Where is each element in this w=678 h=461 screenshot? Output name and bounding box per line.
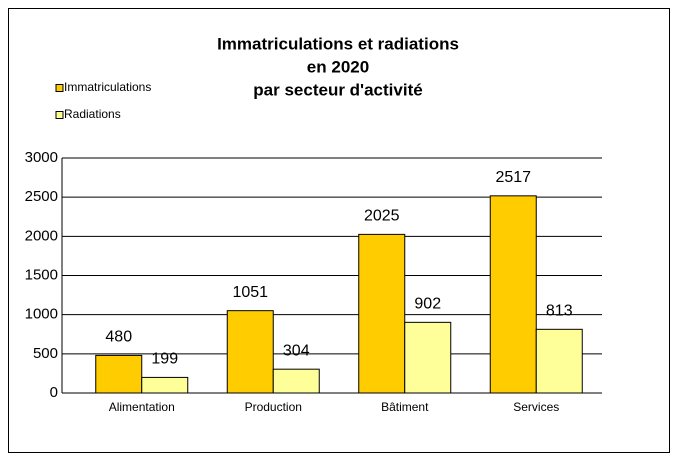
data-label: 902 (414, 296, 441, 313)
data-label: 1051 (232, 284, 268, 301)
data-label: 199 (151, 351, 178, 368)
bar (95, 354, 143, 394)
x-tick-label: Alimentation (109, 400, 175, 414)
bar (141, 376, 189, 394)
data-label: 2025 (364, 208, 400, 225)
bar (226, 310, 274, 394)
legend-swatch (55, 111, 64, 119)
data-label: 813 (546, 303, 573, 320)
y-tick-label: 0 (50, 384, 58, 401)
chart-title: en 2020 (307, 57, 369, 76)
y-tick-label: 500 (33, 345, 58, 362)
legend-label: Immatriculations (64, 80, 151, 94)
y-tick-label: 1000 (25, 306, 58, 323)
bar (535, 328, 583, 394)
bar (489, 195, 537, 394)
data-label: 304 (283, 342, 310, 359)
chart-title: par secteur d'activité (253, 80, 422, 99)
bar (358, 233, 406, 394)
data-label: 480 (105, 329, 132, 346)
x-tick-label: Production (245, 400, 302, 414)
y-tick-label: 2500 (25, 188, 58, 205)
y-tick-label: 1500 (25, 266, 58, 283)
x-tick-label: Bâtiment (381, 400, 429, 414)
bar (272, 368, 320, 394)
y-tick-label: 3000 (25, 149, 58, 166)
data-label: 2517 (495, 169, 531, 186)
chart-title: Immatriculations et radiations (217, 34, 459, 53)
y-tick-label: 2000 (25, 227, 58, 244)
bar (404, 321, 452, 394)
legend-label: Radiations (64, 107, 121, 121)
x-tick-label: Services (513, 400, 559, 414)
legend-swatch (55, 84, 64, 92)
